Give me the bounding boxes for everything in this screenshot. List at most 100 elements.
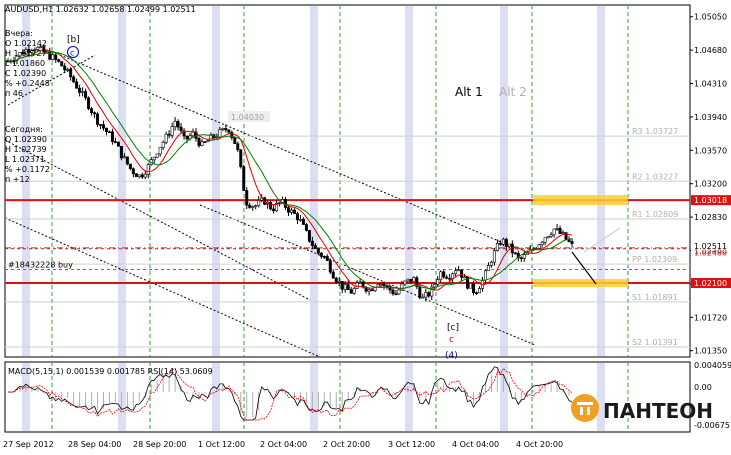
- candle-body-137: [415, 277, 419, 287]
- today-line-4: % +0.1172: [5, 165, 50, 174]
- candle-body-178: [537, 244, 541, 249]
- candle-body-83: [254, 205, 258, 207]
- session-band-ind-0: [22, 363, 30, 431]
- candle-body-104: [316, 248, 320, 254]
- candle-body-62: [191, 131, 195, 137]
- candle-body-108: [328, 260, 332, 273]
- candle-body-106: [322, 256, 326, 258]
- candle-body-16: [54, 54, 58, 60]
- candle-body-183: [552, 228, 556, 236]
- price-tag-entry: 1.02480: [694, 249, 727, 258]
- x-tick-label-3: 1 Oct 12:00: [198, 440, 245, 449]
- candle-body-145: [439, 271, 443, 280]
- y-tick-label-6: 1.02830: [694, 213, 727, 222]
- candle-body-111: [337, 280, 341, 283]
- candle-body-67: [206, 140, 210, 143]
- candle-body-165: [498, 243, 502, 245]
- candle-body-138: [418, 286, 422, 298]
- candle-body-126: [382, 283, 386, 287]
- wave-label-c-circle: c: [70, 49, 74, 58]
- candle-body-112: [340, 280, 344, 290]
- candle-body-133: [403, 280, 407, 285]
- candle-body-81: [248, 204, 252, 208]
- yesterday-line-0: Вчера:: [5, 29, 33, 38]
- price-tag-resistance-bg: [691, 195, 731, 206]
- candle-body-93: [284, 199, 288, 208]
- candle-body-153: [463, 276, 467, 279]
- candle-body-155: [469, 283, 473, 289]
- candle-body-143: [433, 284, 437, 288]
- support-zone: [533, 278, 628, 287]
- candle-body-122: [370, 289, 374, 292]
- candle-body-100: [304, 224, 308, 231]
- candle-body-161: [486, 265, 490, 272]
- candle-body-34: [107, 131, 111, 133]
- y-tick-label-10: 1.01350: [694, 347, 727, 356]
- y-tick-label-2: 1.04310: [694, 80, 727, 89]
- candle-body-41: [128, 163, 132, 169]
- x-tick-label-6: 3 Oct 12:00: [388, 440, 435, 449]
- candle-body-152: [460, 269, 464, 278]
- candle-body-28: [90, 108, 94, 113]
- candle-body-35: [110, 131, 114, 142]
- candle-body-134: [406, 278, 410, 282]
- candle-body-32: [101, 124, 105, 129]
- candle-body-162: [489, 261, 493, 266]
- candle-body-55: [170, 126, 174, 136]
- candle-body-146: [442, 271, 446, 278]
- y-tick-label-4: 1.03570: [694, 146, 727, 155]
- candle-body-129: [391, 289, 395, 295]
- yesterday-line-5: % +0.2448: [5, 79, 50, 88]
- candle-body-95: [289, 209, 293, 213]
- candle-body-78: [239, 149, 243, 168]
- candle-body-4: [18, 52, 22, 57]
- candle-body-107: [325, 256, 329, 261]
- candle-body-142: [430, 286, 434, 297]
- x-tick-label-8: 4 Oct 20:00: [516, 440, 563, 449]
- wave-label-c-small: c: [449, 335, 454, 345]
- candle-body-24: [78, 87, 82, 93]
- candle-body-115: [349, 289, 353, 294]
- session-band-ind-3: [310, 363, 318, 431]
- candle-body-76: [233, 137, 237, 145]
- symbol-header: AUDUSD,H1 1.02632 1.02658 1.02499 1.0251…: [5, 5, 196, 14]
- candle-body-128: [388, 285, 392, 291]
- pivot-label-S1: S1 1.01891: [632, 293, 678, 302]
- x-tick-label-1: 28 Sep 04:00: [68, 440, 121, 449]
- candle-body-139: [421, 296, 425, 299]
- candle-body-132: [400, 283, 404, 291]
- macd-signal-line: [7, 367, 573, 421]
- candle-body-56: [173, 121, 177, 127]
- order-label: #18432228 buy: [8, 260, 73, 269]
- candle-body-117: [355, 282, 359, 289]
- candle-body-125: [379, 283, 383, 286]
- indicator-y-label-0: 0.004059: [694, 361, 731, 370]
- price-tag-support: 1.02100: [694, 279, 727, 288]
- candle-body-160: [483, 270, 487, 281]
- candle-body-40: [125, 156, 129, 165]
- candle-body-127: [385, 285, 389, 288]
- candle-body-166: [501, 238, 505, 245]
- channel-start-line: [7, 54, 96, 106]
- channel-upper-line: [59, 54, 521, 251]
- today-line-1: O 1.02390: [5, 135, 47, 144]
- candle-body-168: [507, 243, 511, 247]
- wave-label-b: [b]: [67, 35, 80, 45]
- candle-body-148: [448, 277, 452, 280]
- price-tag-resistance: 1.03018: [694, 196, 727, 205]
- candle-body-51: [158, 147, 162, 155]
- candle-body-94: [287, 207, 291, 213]
- candle-body-10: [36, 46, 40, 50]
- logo-icon-bar-3: [587, 407, 590, 415]
- candle-body-43: [134, 173, 138, 177]
- candle-body-21: [69, 68, 73, 78]
- indicator-y-label-2: -0.00675: [694, 421, 730, 430]
- candle-body-150: [454, 270, 458, 275]
- candle-body-26: [84, 91, 88, 99]
- candle-body-27: [87, 97, 91, 109]
- y-tick-label-7: 1.02460: [694, 246, 727, 255]
- candle-body-3: [15, 55, 19, 62]
- candle-body-167: [504, 238, 508, 247]
- candle-body-136: [412, 277, 416, 282]
